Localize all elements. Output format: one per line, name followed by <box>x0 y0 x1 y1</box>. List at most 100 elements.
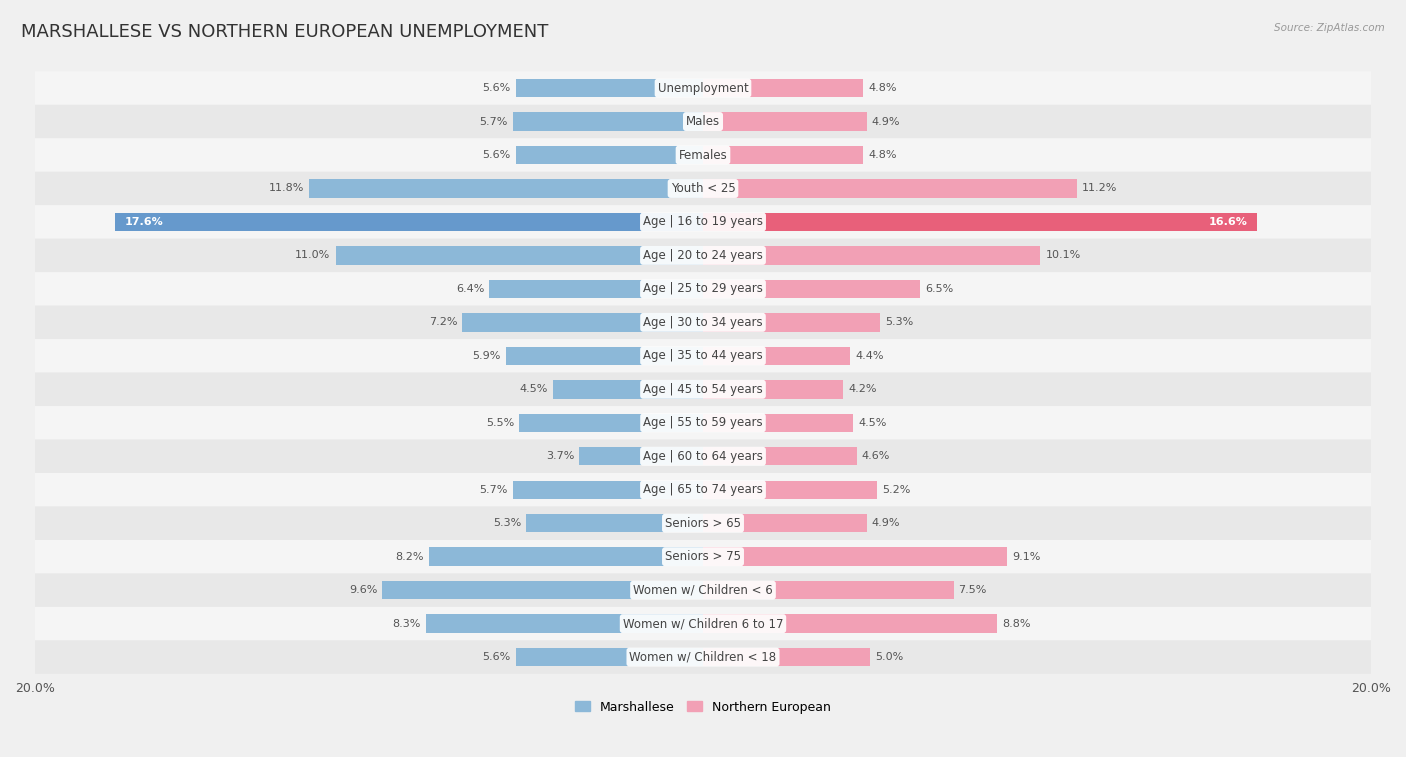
FancyBboxPatch shape <box>34 473 1372 506</box>
Text: Youth < 25: Youth < 25 <box>671 182 735 195</box>
Text: Source: ZipAtlas.com: Source: ZipAtlas.com <box>1274 23 1385 33</box>
FancyBboxPatch shape <box>34 172 1372 205</box>
Bar <box>429 547 703 566</box>
Bar <box>703 413 853 432</box>
FancyBboxPatch shape <box>34 205 1372 238</box>
Bar <box>579 447 703 466</box>
Text: Males: Males <box>686 115 720 128</box>
Text: Females: Females <box>679 148 727 161</box>
Text: Age | 16 to 19 years: Age | 16 to 19 years <box>643 216 763 229</box>
Text: Women w/ Children < 18: Women w/ Children < 18 <box>630 650 776 664</box>
Text: 8.8%: 8.8% <box>1002 618 1031 628</box>
Bar <box>506 347 703 365</box>
Text: 4.6%: 4.6% <box>862 451 890 461</box>
Text: 5.6%: 5.6% <box>482 150 510 160</box>
Text: Seniors > 65: Seniors > 65 <box>665 517 741 530</box>
Bar <box>463 313 703 332</box>
Bar <box>703 112 866 131</box>
Bar <box>703 213 1257 231</box>
Bar <box>703 648 870 666</box>
FancyBboxPatch shape <box>34 440 1372 473</box>
Bar <box>703 380 844 398</box>
Text: 5.6%: 5.6% <box>482 652 510 662</box>
Text: 5.7%: 5.7% <box>479 484 508 495</box>
FancyBboxPatch shape <box>34 506 1372 540</box>
Text: Women w/ Children < 6: Women w/ Children < 6 <box>633 584 773 597</box>
Text: Women w/ Children 6 to 17: Women w/ Children 6 to 17 <box>623 617 783 630</box>
Text: 4.9%: 4.9% <box>872 519 900 528</box>
Text: 4.9%: 4.9% <box>872 117 900 126</box>
Bar <box>703 547 1007 566</box>
Bar <box>516 648 703 666</box>
Text: 5.0%: 5.0% <box>875 652 903 662</box>
Text: 11.8%: 11.8% <box>269 183 304 194</box>
Text: 5.3%: 5.3% <box>884 317 914 327</box>
Text: 5.9%: 5.9% <box>472 350 501 361</box>
Bar <box>703 347 851 365</box>
Text: 4.2%: 4.2% <box>848 385 877 394</box>
Bar <box>703 615 997 633</box>
Bar <box>516 146 703 164</box>
Text: 5.6%: 5.6% <box>482 83 510 93</box>
Bar <box>115 213 703 231</box>
Bar <box>426 615 703 633</box>
Text: 4.5%: 4.5% <box>519 385 548 394</box>
Bar <box>703 313 880 332</box>
Text: 7.5%: 7.5% <box>959 585 987 595</box>
Text: Unemployment: Unemployment <box>658 82 748 95</box>
FancyBboxPatch shape <box>34 238 1372 273</box>
FancyBboxPatch shape <box>34 640 1372 674</box>
Text: 4.4%: 4.4% <box>855 350 883 361</box>
Text: 3.7%: 3.7% <box>546 451 575 461</box>
Bar <box>703 179 1077 198</box>
FancyBboxPatch shape <box>34 306 1372 339</box>
Text: 8.3%: 8.3% <box>392 618 420 628</box>
Bar <box>382 581 703 600</box>
Bar <box>703 279 920 298</box>
Text: 10.1%: 10.1% <box>1046 251 1081 260</box>
Text: 5.2%: 5.2% <box>882 484 910 495</box>
Text: 4.8%: 4.8% <box>869 83 897 93</box>
Bar <box>553 380 703 398</box>
FancyBboxPatch shape <box>34 540 1372 573</box>
Text: 9.6%: 9.6% <box>349 585 377 595</box>
Text: 7.2%: 7.2% <box>429 317 457 327</box>
Text: 11.0%: 11.0% <box>295 251 330 260</box>
Text: 5.3%: 5.3% <box>492 519 522 528</box>
Bar <box>703 514 866 532</box>
FancyBboxPatch shape <box>34 104 1372 139</box>
Text: 16.6%: 16.6% <box>1209 217 1247 227</box>
Text: 8.2%: 8.2% <box>395 552 425 562</box>
Bar <box>309 179 703 198</box>
Text: 9.1%: 9.1% <box>1012 552 1040 562</box>
Text: Age | 45 to 54 years: Age | 45 to 54 years <box>643 383 763 396</box>
Text: Age | 25 to 29 years: Age | 25 to 29 years <box>643 282 763 295</box>
Text: Age | 55 to 59 years: Age | 55 to 59 years <box>643 416 763 429</box>
Bar <box>703 481 877 499</box>
Bar <box>703 447 856 466</box>
Bar <box>703 146 863 164</box>
Text: Seniors > 75: Seniors > 75 <box>665 550 741 563</box>
Legend: Marshallese, Northern European: Marshallese, Northern European <box>575 700 831 714</box>
FancyBboxPatch shape <box>34 273 1372 306</box>
FancyBboxPatch shape <box>34 607 1372 640</box>
Text: 6.5%: 6.5% <box>925 284 953 294</box>
Bar <box>703 246 1040 265</box>
FancyBboxPatch shape <box>34 573 1372 607</box>
Text: 4.8%: 4.8% <box>869 150 897 160</box>
Bar <box>519 413 703 432</box>
Bar <box>513 112 703 131</box>
Text: 11.2%: 11.2% <box>1083 183 1118 194</box>
Text: Age | 20 to 24 years: Age | 20 to 24 years <box>643 249 763 262</box>
Text: Age | 30 to 34 years: Age | 30 to 34 years <box>643 316 763 329</box>
Text: 5.7%: 5.7% <box>479 117 508 126</box>
Text: 6.4%: 6.4% <box>456 284 484 294</box>
Text: Age | 65 to 74 years: Age | 65 to 74 years <box>643 483 763 497</box>
Text: MARSHALLESE VS NORTHERN EUROPEAN UNEMPLOYMENT: MARSHALLESE VS NORTHERN EUROPEAN UNEMPLO… <box>21 23 548 41</box>
Bar <box>703 79 863 98</box>
Text: Age | 60 to 64 years: Age | 60 to 64 years <box>643 450 763 463</box>
Bar <box>489 279 703 298</box>
FancyBboxPatch shape <box>34 139 1372 172</box>
Text: 4.5%: 4.5% <box>858 418 887 428</box>
FancyBboxPatch shape <box>34 71 1372 104</box>
